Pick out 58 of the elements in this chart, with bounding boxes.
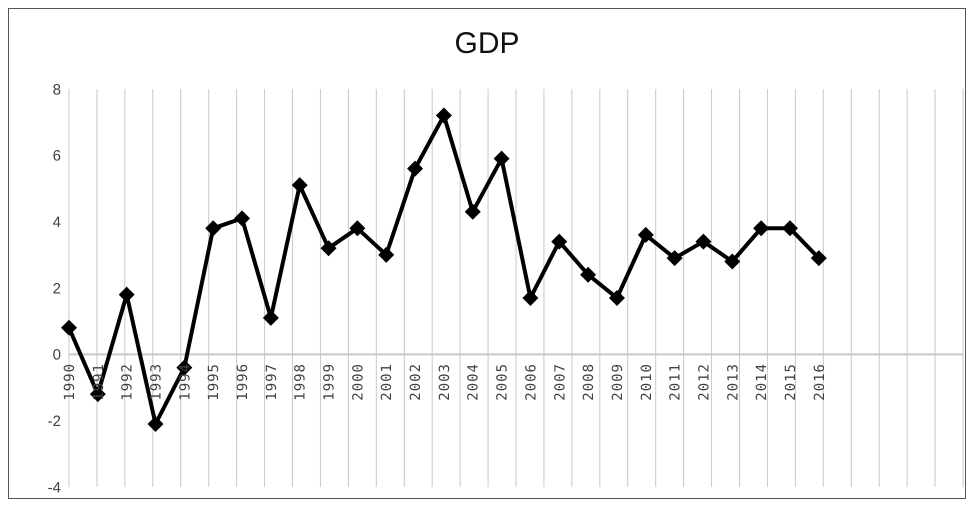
point: [522, 290, 538, 306]
x-tick-label: 2014: [754, 363, 770, 401]
point: [724, 253, 740, 270]
x-tick-label: 2011: [668, 363, 684, 401]
chart-title: GDP: [453, 27, 520, 61]
point: [551, 234, 568, 250]
x-tick-label: 1995: [206, 363, 222, 401]
x-tick-label: 2002: [408, 363, 424, 401]
x-tick-label: 1999: [322, 363, 338, 401]
point: [753, 220, 770, 236]
y-tick-label: 2: [52, 280, 61, 298]
point: [608, 290, 625, 306]
x-tick-label: 1997: [264, 363, 280, 401]
point: [407, 160, 424, 177]
y-tick-label: 0: [52, 346, 61, 364]
y-tick-label: 4: [52, 214, 61, 231]
x-tick-label: 1992: [120, 363, 136, 401]
x-tick-label: 1998: [292, 363, 309, 401]
x-tick-label: 1990: [62, 363, 78, 401]
point: [148, 416, 164, 432]
point: [695, 234, 712, 250]
x-tick-label: 2004: [466, 363, 482, 401]
x-tick-label: 2016: [812, 363, 828, 401]
x-tick-label: 2001: [379, 363, 396, 401]
x-tick-label: 2006: [523, 363, 540, 401]
point: [666, 250, 683, 266]
point: [782, 220, 798, 236]
x-tick-label: 1994: [177, 363, 194, 401]
x-tick-label: 2008: [581, 363, 598, 401]
y-tick-label: 8: [52, 81, 61, 98]
point: [234, 210, 250, 226]
x-tick-label: 2009: [610, 363, 626, 401]
point: [61, 320, 77, 336]
y-tick-label: -4: [48, 479, 61, 496]
point: [378, 246, 394, 263]
point: [292, 177, 308, 194]
x-tick-label: 1996: [235, 363, 252, 401]
x-tick-label: 2012: [696, 363, 712, 401]
point: [436, 108, 452, 124]
x-tick-label: 1993: [148, 363, 165, 401]
y-tick-label: 6: [52, 148, 61, 165]
x-tick-label: 2010: [638, 363, 655, 401]
x-tick-label: 2000: [350, 363, 366, 401]
point: [494, 150, 510, 167]
point: [810, 250, 827, 266]
x-tick-label: 2015: [782, 363, 799, 401]
x-tick-label: 2005: [494, 363, 511, 401]
point: [349, 220, 366, 236]
point: [580, 266, 596, 283]
x-tick-label: 2013: [725, 363, 742, 401]
x-tick-label: 2003: [436, 363, 453, 401]
point: [320, 240, 337, 256]
point: [464, 204, 481, 220]
y-tick-label: -2: [48, 412, 61, 430]
x-tick-label: 2007: [552, 363, 568, 401]
point: [205, 220, 222, 236]
point: [638, 226, 654, 243]
x-tick-label: 1991: [90, 363, 107, 401]
